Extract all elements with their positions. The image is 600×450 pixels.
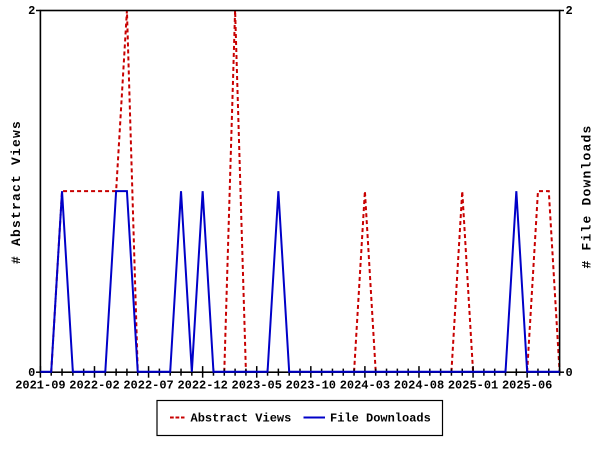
svg-text:2024-03: 2024-03 bbox=[340, 378, 390, 392]
svg-text:0: 0 bbox=[28, 366, 35, 380]
svg-text:# File Downloads: # File Downloads bbox=[579, 124, 594, 268]
svg-text:2023-05: 2023-05 bbox=[232, 378, 282, 392]
svg-text:2025-06: 2025-06 bbox=[502, 378, 552, 392]
svg-text:Abstract Views: Abstract Views bbox=[191, 412, 292, 426]
svg-text:File Downloads: File Downloads bbox=[330, 412, 431, 426]
svg-text:2023-10: 2023-10 bbox=[286, 378, 336, 392]
svg-text:2: 2 bbox=[566, 4, 573, 18]
svg-text:2022-12: 2022-12 bbox=[177, 378, 227, 392]
svg-text:2024-08: 2024-08 bbox=[394, 378, 444, 392]
svg-text:# Abstract Views: # Abstract Views bbox=[9, 120, 24, 264]
svg-text:0: 0 bbox=[566, 366, 573, 380]
svg-text:2022-02: 2022-02 bbox=[69, 378, 119, 392]
svg-text:2: 2 bbox=[28, 4, 35, 18]
svg-text:2025-01: 2025-01 bbox=[448, 378, 498, 392]
svg-text:2022-07: 2022-07 bbox=[123, 378, 173, 392]
svg-text:2021-09: 2021-09 bbox=[15, 378, 65, 392]
